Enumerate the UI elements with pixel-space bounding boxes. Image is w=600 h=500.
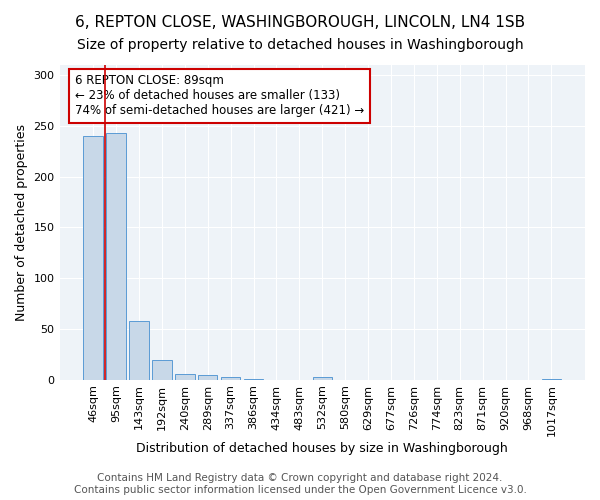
Bar xyxy=(175,374,194,380)
Bar xyxy=(106,133,126,380)
X-axis label: Distribution of detached houses by size in Washingborough: Distribution of detached houses by size … xyxy=(136,442,508,455)
Text: Size of property relative to detached houses in Washingborough: Size of property relative to detached ho… xyxy=(77,38,523,52)
Bar xyxy=(129,321,149,380)
Text: 6 REPTON CLOSE: 89sqm
← 23% of detached houses are smaller (133)
74% of semi-det: 6 REPTON CLOSE: 89sqm ← 23% of detached … xyxy=(76,74,365,118)
Bar xyxy=(313,376,332,380)
Bar xyxy=(83,136,103,380)
Bar xyxy=(542,378,561,380)
Bar xyxy=(244,378,263,380)
Y-axis label: Number of detached properties: Number of detached properties xyxy=(15,124,28,321)
Bar xyxy=(221,376,241,380)
Bar xyxy=(198,374,217,380)
Bar xyxy=(152,360,172,380)
Text: 6, REPTON CLOSE, WASHINGBOROUGH, LINCOLN, LN4 1SB: 6, REPTON CLOSE, WASHINGBOROUGH, LINCOLN… xyxy=(75,15,525,30)
Text: Contains HM Land Registry data © Crown copyright and database right 2024.
Contai: Contains HM Land Registry data © Crown c… xyxy=(74,474,526,495)
